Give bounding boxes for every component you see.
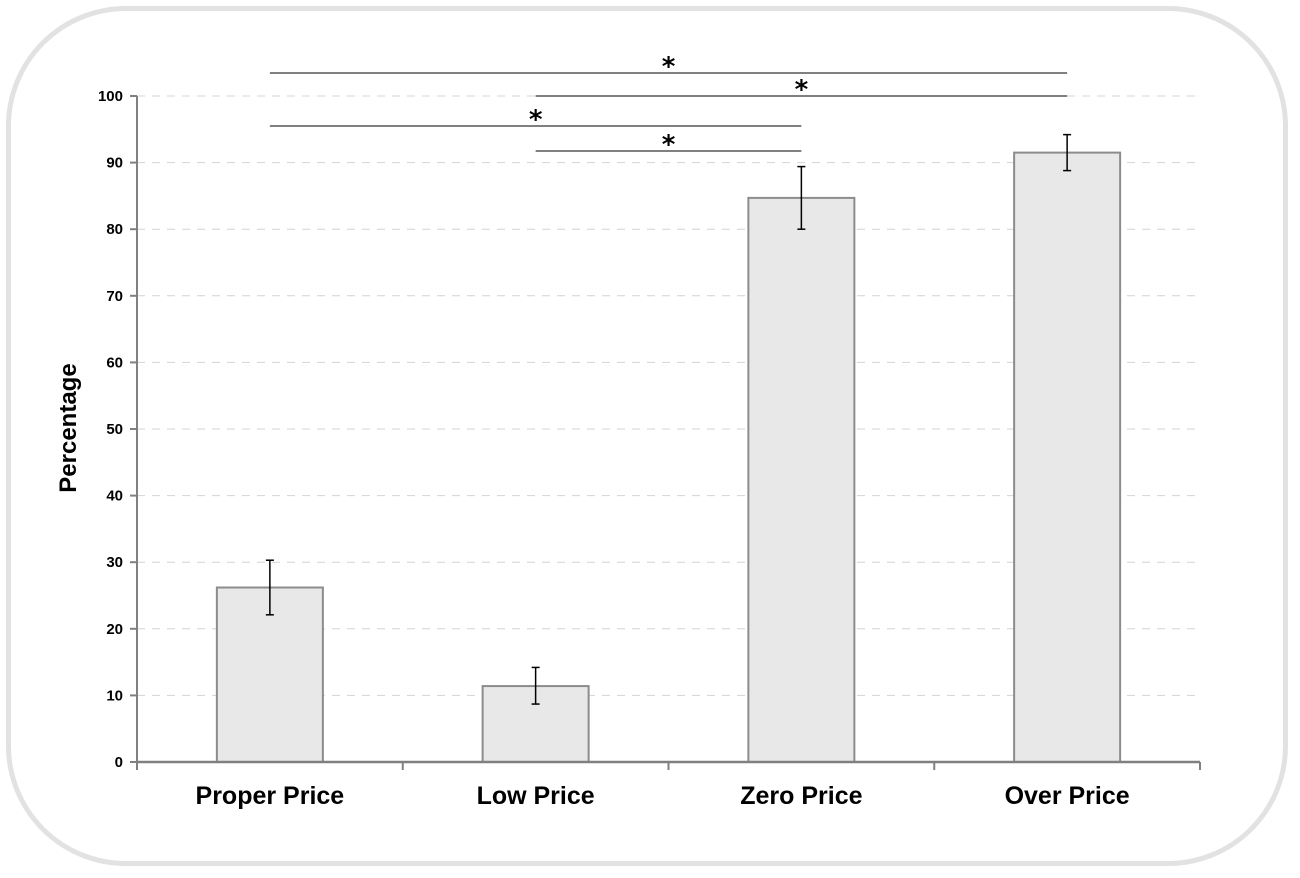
x-label-proper-price: Proper Price	[196, 782, 345, 810]
significance-1: *	[535, 75, 1068, 105]
y-tick-label-40: 40	[106, 488, 123, 505]
significance-2: *	[269, 105, 802, 135]
y-tick-label-70: 70	[106, 288, 123, 305]
significance-brackets: * * * *	[269, 52, 1068, 160]
y-tick-label-10: 10	[106, 687, 123, 704]
bar-over-price	[1013, 151, 1122, 764]
y-tick-label-30: 30	[106, 554, 123, 571]
x-label-over-price: Over Price	[1005, 782, 1130, 810]
x-category-labels: Proper Price Low Price Zero Price Over Pric…	[196, 782, 1130, 810]
significance-star-3: *	[662, 130, 676, 160]
significance-star-0: *	[662, 52, 676, 82]
error-bar-low-price	[531, 666, 540, 705]
significance-star-1: *	[795, 75, 809, 105]
error-bars	[265, 133, 1072, 705]
y-tick-label-50: 50	[106, 421, 123, 438]
y-tick-label-90: 90	[106, 155, 123, 172]
bars	[215, 151, 1122, 764]
y-tick-label-100: 100	[98, 88, 123, 105]
bar-proper-price	[215, 586, 324, 763]
error-bar-over-price	[1063, 133, 1072, 172]
bar-zero-price	[747, 196, 856, 763]
error-bar-zero-price	[797, 165, 806, 230]
chart-frame	[6, 6, 1288, 866]
significance-3: *	[535, 130, 802, 160]
y-axis-title: Percentage	[55, 363, 82, 492]
y-tick-label-80: 80	[106, 221, 123, 238]
error-bar-proper-price	[265, 559, 274, 616]
x-label-zero-price: Zero Price	[740, 782, 862, 810]
y-tick-labels: 0 10 20 30 40 50 60 70 80 90 100	[98, 88, 123, 771]
x-label-low-price: Low Price	[477, 782, 595, 810]
axes	[130, 95, 1201, 770]
y-tick-label-0: 0	[115, 754, 123, 771]
significance-0: *	[269, 52, 1068, 82]
y-tick-label-60: 60	[106, 354, 123, 371]
y-tick-label-20: 20	[106, 621, 123, 638]
significance-star-2: *	[529, 105, 543, 135]
